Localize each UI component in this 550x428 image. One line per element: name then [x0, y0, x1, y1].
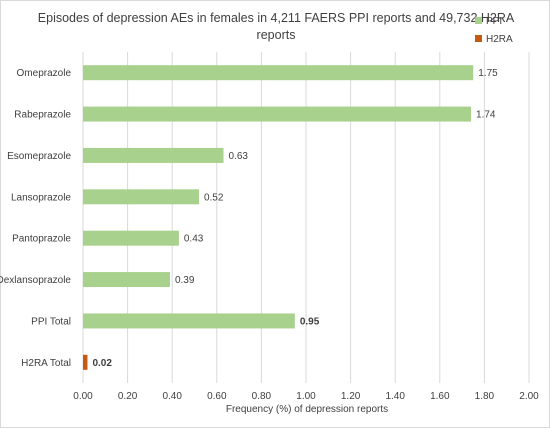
bar: [83, 147, 224, 163]
x-tick-label: 1.40: [385, 391, 405, 402]
legend-label: PPI: [486, 16, 502, 27]
value-label: 0.95: [300, 316, 320, 327]
x-tick-labels: 0.00 0.20 0.40 0.60 0.80 1.00 1.20 1.40 1.60 1.80…: [73, 391, 539, 402]
bars: [83, 65, 474, 370]
category-label: PPI Total: [31, 316, 71, 327]
x-tick-label: 0.00: [73, 391, 93, 402]
chart-title-line-1: Episodes of depression AEs in females in…: [38, 11, 515, 25]
value-label: 0.02: [92, 358, 112, 369]
gridlines: [82, 52, 530, 383]
x-tick-label: 1.20: [341, 391, 361, 402]
category-label: Rabeprazole: [14, 110, 71, 121]
value-label: 0.43: [184, 234, 204, 245]
category-label: Omeprazole: [17, 68, 72, 79]
value-label: 0.39: [175, 275, 195, 286]
x-tick-label: 1.80: [475, 391, 495, 402]
value-labels: 1.75 1.74 0.63 0.52 0.43 0.39 0.95 0.02: [92, 68, 498, 369]
chart-title-line-2: reports: [257, 28, 296, 42]
chart-title: Episodes of depression AEs in females in…: [38, 11, 515, 42]
x-axis-title: Frequency (%) of depression reports: [226, 404, 388, 415]
value-label: 1.74: [476, 110, 496, 121]
bar: [83, 272, 170, 288]
value-label: 0.52: [204, 192, 224, 203]
x-tick-label: 0.80: [252, 391, 272, 402]
bar: [83, 313, 295, 329]
x-tick-label: 2.00: [519, 391, 539, 402]
category-label: Esomeprazole: [7, 151, 71, 162]
legend-swatch: [475, 17, 482, 24]
category-label: Pantoprazole: [12, 234, 71, 245]
x-tick-label: 0.40: [162, 391, 182, 402]
x-tick-label: 0.60: [207, 391, 227, 402]
value-label: 0.63: [228, 151, 248, 162]
bar: [83, 230, 179, 246]
bar: [83, 189, 199, 205]
bar: [83, 106, 472, 122]
legend-swatch: [475, 35, 482, 42]
x-tick-label: 0.20: [118, 391, 138, 402]
legend: PPI H2RA: [475, 16, 513, 45]
x-tick-label: 1.00: [296, 391, 316, 402]
bar: [83, 65, 474, 81]
x-tick-label: 1.60: [430, 391, 450, 402]
category-label: Dexlansoprazole: [0, 275, 71, 286]
legend-label: H2RA: [486, 34, 513, 45]
category-label: Lansoprazole: [11, 192, 71, 203]
bar: [83, 354, 88, 370]
category-labels: Omeprazole Rabeprazole Esomeprazole Lansopr…: [0, 68, 71, 369]
value-label: 1.75: [478, 68, 498, 79]
category-label: H2RA Total: [21, 358, 71, 369]
